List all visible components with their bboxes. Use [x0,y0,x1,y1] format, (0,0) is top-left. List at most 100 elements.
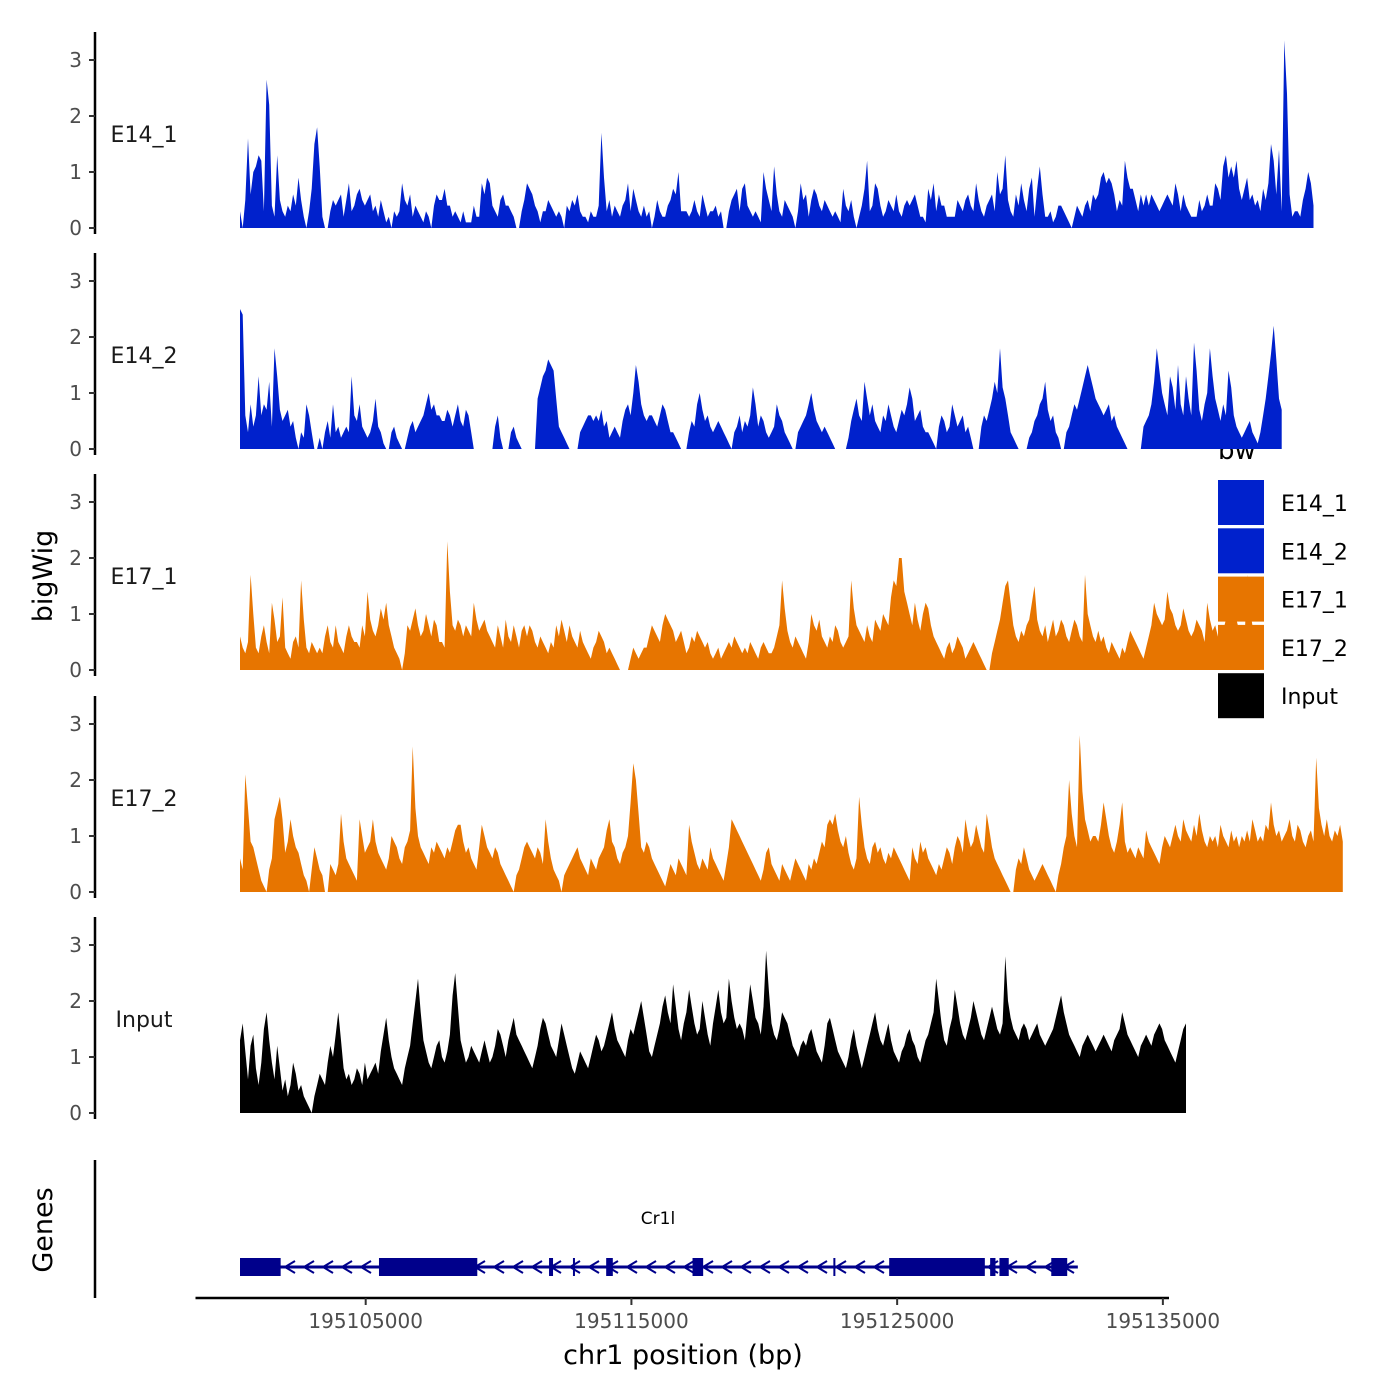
legend: E14_1 E14_2 E17_1 E17_2 Input [1218,480,1348,719]
coverage-area-E17_1 [240,541,1261,670]
x-tick-label: 195115000 [574,1309,689,1333]
strand-arrow [739,1260,752,1274]
x-tick-label: 195105000 [308,1309,423,1333]
legend-label: Input [1281,685,1338,710]
y-tick-label: 0 [69,216,82,240]
strand-arrow [834,1260,847,1274]
x-tick-label: 195135000 [1106,1309,1221,1333]
y-tick-label: 0 [69,880,82,904]
panel-E14_1: 0 1 2 3 E14_1 [69,32,1314,240]
coverage-area-Input [240,950,1186,1113]
y-tick-label: 1 [69,160,82,184]
strand-arrow [815,1260,828,1274]
panel-label: E14_2 [111,344,178,369]
panel-E17_1: 0 1 2 3 E17_1 [69,474,1261,682]
y-axis-title: bigWig [28,530,59,623]
coverage-panels: 0 1 2 3 E14_1 0 1 2 3 E14_2 0 1 2 3 E17_1 0 1 2 3 E17_2 0 1 2 3… [69,32,1343,1125]
legend-swatch [1218,576,1264,622]
y-tick-label: 3 [69,712,82,736]
gene-exon [833,1258,836,1276]
y-tick-label: 3 [69,48,82,72]
coverage-area-E14_2 [240,309,1282,449]
strand-arrow [302,1260,315,1274]
gene-Cr1l: Cr1l [240,1209,1078,1276]
strand-arrow [568,1260,581,1274]
legend-swatch [1218,673,1264,719]
strand-arrow [644,1260,657,1274]
strand-arrow [777,1260,790,1274]
gene-track: Cr1l [93,1160,1078,1298]
legend-item-E14_2: E14_2 [1218,528,1348,574]
y-tick-label: 2 [69,104,82,128]
gene-exon [999,1258,1009,1276]
x-axis-title: chr1 position (bp) [563,1340,803,1371]
legend-item-E17_2: E17_2 [1218,624,1348,670]
gene-exon [692,1258,704,1276]
panel-Input: 0 1 2 3 Input [69,917,1186,1125]
gene-exon [378,1258,478,1276]
legend-swatch [1218,528,1264,574]
legend-swatch [1218,624,1264,670]
gene-exon [549,1258,554,1276]
strand-arrow [720,1260,733,1274]
coverage-area-E14_1 [240,40,1314,229]
panel-E14_2: 0 1 2 3 E14_2 [69,253,1282,461]
gene-exon [572,1258,575,1276]
genes-track-title: Genes [28,1187,59,1272]
y-tick-label: 0 [69,658,82,682]
gene-exon [990,1258,996,1276]
y-tick-label: 0 [69,1101,82,1125]
panel-label: E14_1 [111,123,178,148]
y-tick-label: 1 [69,381,82,405]
strand-arrow [283,1260,296,1274]
legend-item-Input: Input [1218,673,1338,719]
legend-label: E14_1 [1281,492,1348,517]
y-tick-label: 3 [69,933,82,957]
strand-arrow [758,1260,771,1274]
y-tick-label: 3 [69,269,82,293]
strand-arrow [340,1260,353,1274]
strand-arrow [625,1260,638,1274]
legend-label: E17_2 [1281,637,1348,662]
strand-arrow [359,1260,372,1274]
gene-name-label: Cr1l [641,1209,675,1229]
panel-label: E17_1 [111,565,178,590]
strand-arrow [663,1260,676,1274]
strand-arrow [796,1260,809,1274]
y-tick-label: 2 [69,325,82,349]
y-tick-label: 2 [69,546,82,570]
y-tick-label: 3 [69,490,82,514]
gene-exon [889,1258,985,1276]
strand-arrow [492,1260,505,1274]
gene-exon [1051,1258,1068,1276]
y-tick-label: 1 [69,824,82,848]
y-tick-label: 2 [69,768,82,792]
gene-exon [606,1258,613,1276]
legend-item-E17_1: E17_1 [1218,576,1348,622]
y-tick-label: 1 [69,602,82,626]
legend-swatch [1218,480,1264,525]
strand-arrow [682,1260,695,1274]
legend-item-E14_1: E14_1 [1218,480,1348,525]
y-tick-label: 0 [69,437,82,461]
panel-E17_2: 0 1 2 3 E17_2 [69,696,1343,904]
x-axis: 195105000 195115000 195125000 195135000 [195,1296,1221,1333]
y-tick-label: 1 [69,1045,82,1069]
strand-arrow [853,1260,866,1274]
legend-label: E14_2 [1281,540,1348,565]
strand-arrow [872,1260,885,1274]
strand-arrow [587,1260,600,1274]
strand-arrow [511,1260,524,1274]
gene-exon [240,1258,281,1276]
panel-label: Input [116,1008,173,1033]
legend-label: E17_1 [1281,589,1348,614]
y-tick-label: 2 [69,989,82,1013]
panel-label: E17_2 [111,787,178,812]
coverage-area-E17_2 [240,735,1343,892]
strand-arrow [321,1260,334,1274]
strand-arrow [1024,1260,1037,1274]
strand-arrow [530,1260,543,1274]
x-tick-label: 195125000 [840,1309,955,1333]
